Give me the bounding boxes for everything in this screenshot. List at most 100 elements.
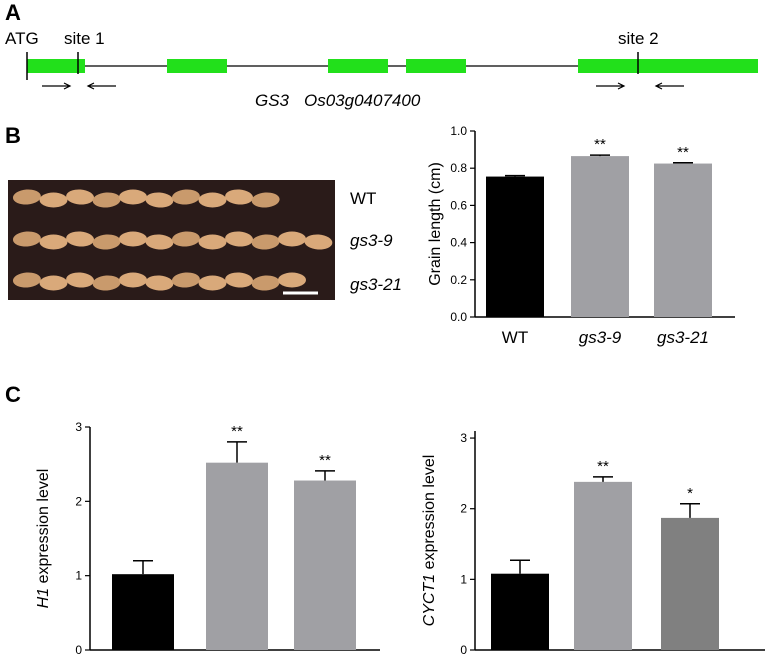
y-tick-label: 2 <box>75 494 82 508</box>
bar <box>571 156 629 317</box>
y-tick-label: 1 <box>460 572 467 586</box>
grain <box>251 275 280 291</box>
y-axis-label-gene: CYCT1 <box>421 574 438 626</box>
grain <box>12 272 41 288</box>
bar <box>294 480 356 650</box>
error-bar <box>505 174 525 177</box>
grain <box>39 192 68 208</box>
error-bar <box>673 162 693 164</box>
panel-label: B <box>5 123 21 148</box>
grain-photo <box>8 180 335 300</box>
grain <box>119 189 147 205</box>
bar <box>491 573 549 650</box>
grain <box>198 275 227 291</box>
error-bar <box>590 154 610 157</box>
grain <box>92 192 121 208</box>
bar <box>206 462 268 650</box>
grain <box>304 234 333 250</box>
exon <box>328 59 388 73</box>
grain <box>39 275 68 291</box>
site-label: site 2 <box>618 29 659 48</box>
significance-label: ** <box>319 452 331 469</box>
grain <box>225 189 254 205</box>
primer-arrows <box>42 82 684 90</box>
grain <box>145 192 174 208</box>
panel-label: A <box>5 0 21 25</box>
grain <box>251 234 280 250</box>
grain <box>198 192 227 208</box>
y-tick-label: 0.8 <box>450 161 467 175</box>
grain <box>119 272 147 288</box>
gene-name: GS3 <box>255 91 290 110</box>
y-tick-label: 0.0 <box>450 310 467 324</box>
grain <box>251 192 280 208</box>
grain <box>171 189 200 205</box>
site-label: site 1 <box>64 29 105 48</box>
y-tick-label: 1 <box>75 569 82 583</box>
y-axis-label-text: Grain length (cm) <box>427 162 444 286</box>
y-axis-label-text: expression level <box>35 469 52 584</box>
bar <box>486 176 544 317</box>
error-bar <box>510 559 530 574</box>
error-bar <box>227 441 247 463</box>
grain <box>92 275 121 291</box>
x-tick-label: WT <box>502 328 528 347</box>
y-tick-label: 3 <box>75 420 82 434</box>
y-axis-label: CYCT1 expression level <box>421 455 438 627</box>
grain <box>198 234 227 250</box>
panel-label: C <box>5 382 21 407</box>
line-label: gs3-21 <box>350 275 402 294</box>
grain <box>145 275 174 291</box>
error-bar <box>315 470 335 481</box>
grain <box>171 231 200 247</box>
line-label: gs3-9 <box>350 231 393 250</box>
bar <box>574 481 632 650</box>
y-tick-label: 0.2 <box>450 273 467 287</box>
grain <box>39 234 68 250</box>
grain <box>278 272 306 288</box>
error-bar <box>680 503 700 518</box>
y-axis-label-gene: H1 <box>35 588 52 608</box>
y-tick-label: 2 <box>460 502 467 516</box>
grain <box>171 272 200 288</box>
y-axis-label: Grain length (cm) <box>427 162 444 286</box>
exon <box>406 59 466 73</box>
y-tick-label: 0.4 <box>450 236 467 250</box>
grain <box>225 272 254 288</box>
x-tick-label: gs3-9 <box>579 328 622 347</box>
error-bar <box>133 560 153 575</box>
gene-locus: Os03g0407400 <box>304 91 421 110</box>
bar <box>661 517 719 650</box>
grain <box>66 272 95 288</box>
significance-label: ** <box>677 144 689 161</box>
significance-label: ** <box>594 136 606 153</box>
grain <box>278 231 306 247</box>
y-axis-label-text: expression level <box>421 455 438 570</box>
exon <box>578 59 758 73</box>
grain <box>66 231 95 247</box>
grain <box>66 189 95 205</box>
grain <box>12 189 41 205</box>
x-tick-label: gs3-21 <box>657 328 709 347</box>
gene-diagram: ATG site 1 site 2 GS3 Os03g0407400 <box>5 29 758 110</box>
grain <box>145 234 174 250</box>
error-bar <box>593 476 613 482</box>
grain <box>119 231 147 247</box>
grain <box>12 231 41 247</box>
bar <box>654 163 712 317</box>
y-tick-label: 0.6 <box>450 198 467 212</box>
line-label: WT <box>350 189 376 208</box>
y-tick-label: 0 <box>460 643 467 657</box>
exon <box>167 59 227 73</box>
y-tick-label: 1.0 <box>450 124 467 138</box>
y-tick-label: 3 <box>460 431 467 445</box>
significance-label: ** <box>231 423 243 440</box>
significance-label: ** <box>597 458 609 475</box>
grain <box>225 231 254 247</box>
y-tick-label: 0 <box>75 643 82 657</box>
y-axis-label: H1 expression level <box>35 469 52 609</box>
bar <box>112 574 174 650</box>
start-label: ATG <box>5 29 39 48</box>
exon <box>27 59 85 73</box>
